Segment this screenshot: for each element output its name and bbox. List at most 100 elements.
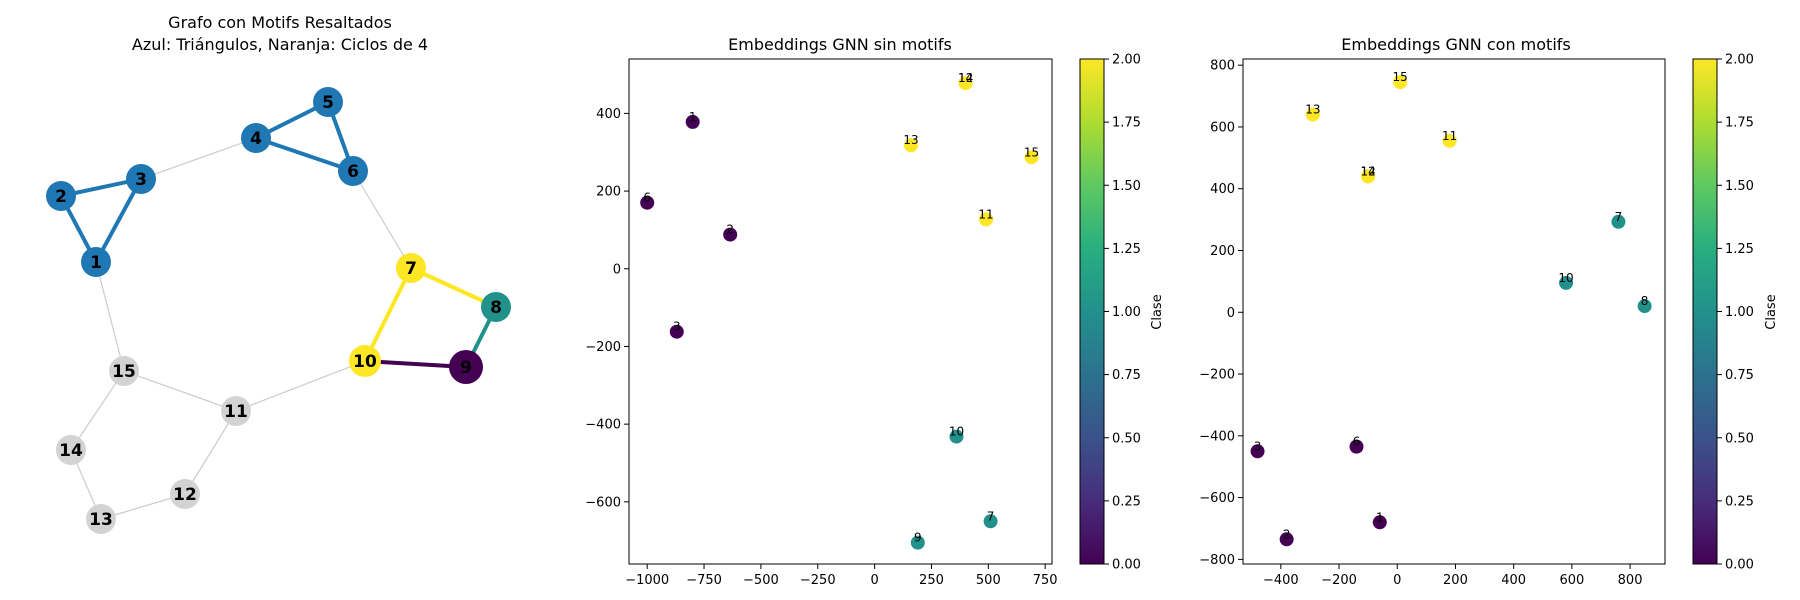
scatter-2-point-label-15: 15 — [1393, 70, 1408, 84]
graph-panel: Grafo con Motifs Resaltados Azul: Triáng… — [46, 13, 511, 534]
scatter-2-xtick-label: 600 — [1559, 573, 1584, 588]
scatter-2-point-label-13: 13 — [1305, 103, 1320, 117]
graph-node-label-8: 8 — [490, 298, 502, 318]
scatter-1-point-13 — [904, 138, 918, 153]
scatter-1-point-1 — [685, 114, 700, 129]
scatter-2-colorbar-tick-label: 0.50 — [1725, 431, 1754, 446]
colorbar-1-label: Clase — [1150, 294, 1165, 329]
graph-node-9 — [449, 350, 483, 384]
scatter-2-point-14 — [1361, 169, 1376, 184]
graph-edge-15-11 — [123, 370, 237, 412]
scatter-2-point-label-2: 2 — [1283, 527, 1291, 541]
graph-node-3 — [126, 164, 156, 194]
graph-node-label-15: 15 — [112, 362, 136, 382]
scatter-2-point-13 — [1305, 107, 1320, 122]
scatter-2-point-label-3: 3 — [1254, 439, 1262, 453]
scatter-1-point-label-2: 2 — [726, 223, 734, 237]
graph-node-4 — [241, 123, 271, 153]
graph-edge-4-6 — [255, 136, 354, 173]
colorbar-2-label: Clase — [1764, 294, 1779, 329]
scatter-2-point-6 — [1349, 439, 1364, 454]
scatter-1-xtick-label: −750 — [686, 573, 722, 588]
scatter-2-point-7 — [1611, 214, 1626, 229]
scatter-2-point-label-7: 7 — [1615, 210, 1623, 224]
graph-node-12 — [170, 479, 200, 509]
scatter-1-plot: −1000 −750 −500 −250 0 250 500 750 −600 −400 −200 0… — [585, 58, 1058, 588]
scatter-2-colorbar-tick-label: 0.75 — [1725, 368, 1754, 383]
scatter-2-ytick-label: −400 — [1199, 429, 1235, 444]
scatter-2-point-label-8: 8 — [1641, 294, 1649, 308]
scatter-1-xtick-label: −1000 — [625, 573, 669, 588]
scatter-1-point-9 — [910, 535, 925, 550]
scatter-2-ytick-label: 200 — [1210, 244, 1235, 259]
colorbar-2: 0.00 0.25 0.50 0.75 1.00 1.25 1.50 1.75 2.00 — [1692, 53, 1754, 573]
graph-node-label-13: 13 — [89, 510, 113, 530]
scatter-1-colorbar-tick-label: 1.25 — [1112, 242, 1141, 257]
scatter-2-point-11 — [1442, 133, 1457, 148]
scatter-1-xtick-label: −500 — [743, 573, 779, 588]
scatter-1-point-10 — [949, 429, 964, 444]
scatter-2-point-label-1: 1 — [1376, 510, 1384, 524]
scatter-2-point-15 — [1393, 75, 1408, 90]
scatter-1-xtick-label: 500 — [976, 573, 1001, 588]
graph-node-8 — [481, 292, 511, 322]
scatter-1-point-label-9: 9 — [914, 531, 922, 545]
graph-node-5 — [313, 87, 343, 117]
graph-edge-7-10 — [363, 267, 413, 362]
scatter-2-point-10 — [1559, 275, 1574, 290]
scatter-1-ytick-label: −400 — [585, 418, 621, 433]
scatter-2-colorbar-tick-label: 0.00 — [1725, 558, 1754, 573]
scatter-1-point-label-7: 7 — [987, 509, 995, 523]
graph-node-label-9: 9 — [460, 358, 472, 378]
scatter-1-point-label-3: 3 — [673, 320, 681, 334]
scatter-1-colorbar-tick-label: 0.00 — [1112, 558, 1141, 573]
scatter-1-point-label-1: 1 — [689, 110, 697, 124]
scatter-2-xtick-label: 0 — [1393, 573, 1401, 588]
scatter-1-point-2 — [723, 227, 738, 242]
scatter-1-point-label-6: 6 — [643, 191, 651, 205]
scatter-2-ytick-label: 800 — [1210, 59, 1235, 74]
graph-node-11 — [221, 396, 251, 426]
scatter-1-point-14 — [958, 76, 973, 91]
scatter-2-point-2 — [1279, 532, 1294, 547]
scatter-2-ytick-label: 600 — [1210, 120, 1235, 135]
scatter-1-colorbar-tick-label: 1.00 — [1112, 305, 1141, 320]
scatter-1-colorbar-tick-label: 0.75 — [1112, 368, 1141, 383]
scatter-2-title: Embeddings GNN con motifs — [1341, 35, 1570, 54]
graph-node-14 — [56, 435, 86, 465]
scatter-1-colorbar-tick-label: 1.75 — [1112, 116, 1141, 131]
graph-node-label-10: 10 — [353, 352, 377, 372]
scatter-1-colorbar-tick-label: 1.50 — [1112, 179, 1141, 194]
scatter-2-point-3 — [1250, 444, 1265, 459]
graph-node-label-6: 6 — [347, 162, 359, 182]
graph-edge-10-11 — [235, 360, 366, 412]
graph-edge-11-12 — [184, 410, 237, 495]
scatter-1-point-11 — [979, 212, 994, 227]
scatter-1-point-label-13: 13 — [903, 133, 918, 147]
graph-node-label-2: 2 — [55, 187, 67, 207]
scatter-1-xtick-label: 750 — [1033, 573, 1058, 588]
graph-node-7 — [396, 253, 426, 283]
scatter-panel-sin-motifs: Embeddings GNN sin motifs −1000 −750 −500 −… — [585, 35, 1165, 588]
scatter-2-point-label-6: 6 — [1353, 435, 1361, 449]
scatter-2-ytick-label: 400 — [1210, 182, 1235, 197]
graph-edge-3-4 — [140, 137, 257, 180]
scatter-2-colorbar-tick-label: 0.25 — [1725, 494, 1754, 509]
scatter-2-plot: −400 −200 0 200 400 600 800 −800 −600 −400 −200 0 20… — [1199, 58, 1666, 588]
scatter-2-axes-frame — [1242, 58, 1666, 565]
graph-node-label-4: 4 — [250, 129, 262, 149]
scatter-2-colorbar-tick-label: 2.00 — [1725, 53, 1754, 68]
scatter-1-xtick-label: 250 — [919, 573, 944, 588]
graph-node-13 — [86, 504, 116, 534]
scatter-1-point-15 — [1024, 150, 1039, 165]
graph-edge-15-14 — [70, 370, 125, 451]
scatter-2-point-label-12: 12 — [1361, 164, 1376, 178]
scatter-1-ytick-label: −600 — [585, 495, 621, 510]
scatter-1-title: Embeddings GNN sin motifs — [728, 35, 952, 54]
graph-node-1 — [81, 247, 111, 277]
scatter-2-colorbar-tick-label: 1.00 — [1725, 305, 1754, 320]
graph-node-label-1: 1 — [90, 253, 102, 273]
scatter-2-point-label-14: 14 — [1361, 164, 1376, 178]
